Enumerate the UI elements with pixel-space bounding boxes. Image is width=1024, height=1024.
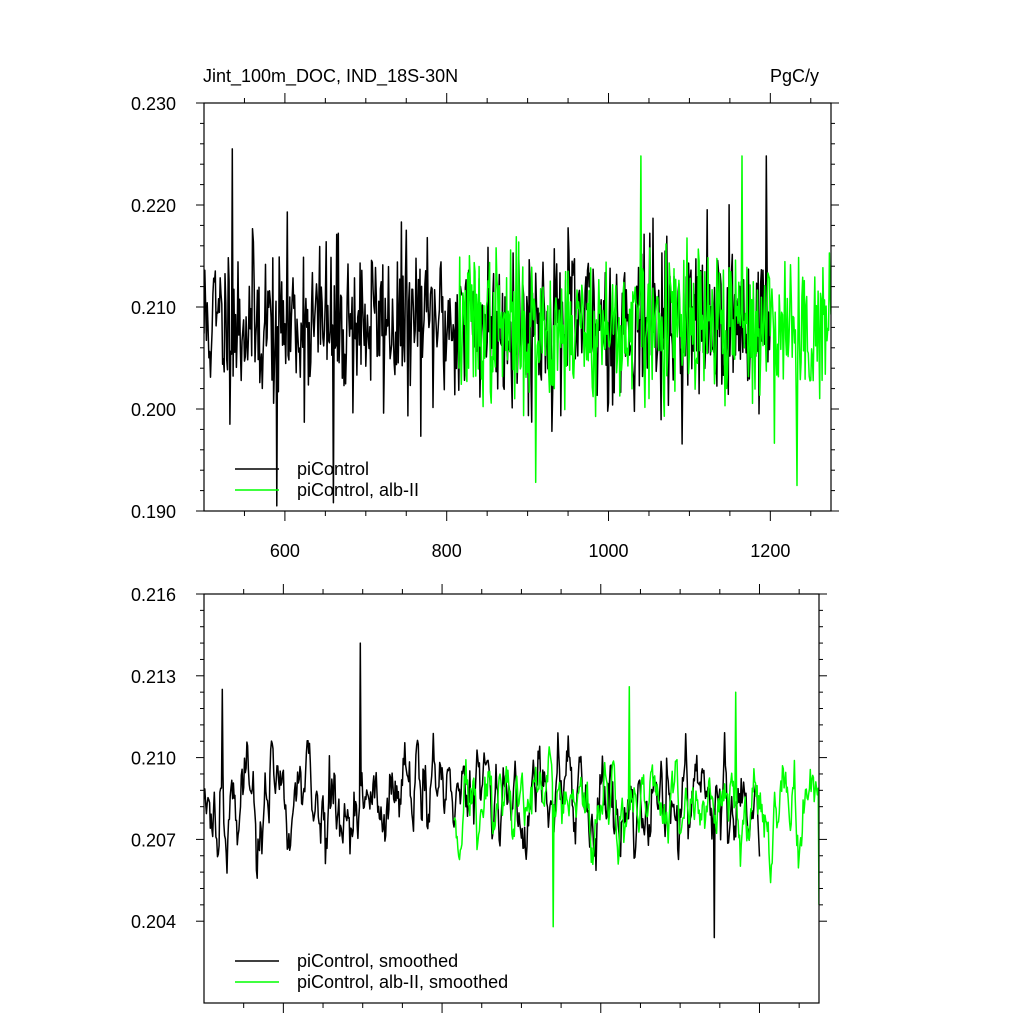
y-tick-label: 0.210 [131,298,176,318]
top-panel-series [204,148,831,507]
y-tick-label: 0.207 [131,830,176,850]
y-tick-label: 0.216 [131,585,176,605]
top-panel: Jint_100m_DOC, IND_18S-30N PgC/y 0.1900.… [131,66,839,561]
bottom-panel: 0.204 0.207 0.210 0.213 0.216 piControl, smo… [131,584,827,1013]
x-tick-label: 800 [432,541,462,561]
x-tick-label: 1200 [750,541,790,561]
y-tick-label: 0.213 [131,667,176,687]
bottom-panel-series [204,642,819,939]
series-line-picontrol-alb-ii-smoothed [453,685,819,928]
legend-label-picontrol: piControl [297,459,369,479]
y-tick-label: 0.220 [131,196,176,216]
series-line-picontrol-smoothed [204,642,761,939]
x-tick-label: 1000 [588,541,628,561]
bottom-panel-legend: piControl, smoothed piControl, alb-II, s… [235,951,508,992]
top-panel-title: Jint_100m_DOC, IND_18S-30N [203,66,458,87]
y-tick-label: 0.210 [131,749,176,769]
top-panel-units: PgC/y [770,66,819,86]
legend-label-picontrol-smoothed: piControl, smoothed [297,951,458,971]
series-line-picontrol-alb-ii [458,155,831,487]
plot-frame [203,593,820,1004]
top-panel-legend: piControl piControl, alb-II [235,459,419,500]
y-tick-label: 0.200 [131,400,176,420]
x-tick-label: 600 [270,541,300,561]
bottom-panel-axes: 0.204 0.207 0.210 0.213 0.216 [131,584,827,1013]
y-tick-label: 0.190 [131,502,176,522]
y-tick-label: 0.230 [131,94,176,114]
legend-label-picontrol-alb-ii: piControl, alb-II [297,480,419,500]
legend-label-picontrol-alb-ii-smoothed: piControl, alb-II, smoothed [297,972,508,992]
y-tick-label: 0.204 [131,912,176,932]
top-panel-axes: 0.190 0.200 0.210 0.220 0.230 600 800 1000 1200 [131,93,839,561]
